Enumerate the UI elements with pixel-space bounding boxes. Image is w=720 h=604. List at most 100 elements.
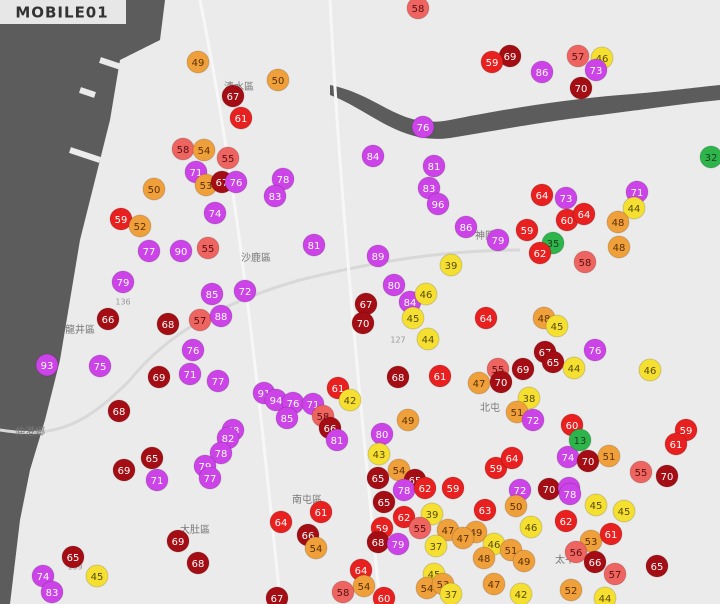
marker-value: 69 xyxy=(153,373,166,384)
place-label: 北屯 xyxy=(480,401,500,414)
marker: 86 xyxy=(530,60,554,84)
marker: 43 xyxy=(367,442,391,466)
marker: 64 xyxy=(500,446,524,470)
marker: 65 xyxy=(541,350,565,374)
marker-value: 74 xyxy=(37,572,50,583)
marker-value: 55 xyxy=(492,365,505,376)
marker: 44 xyxy=(562,356,586,380)
marker-value: 77 xyxy=(143,247,156,258)
marker: 54 xyxy=(192,138,216,162)
marker-value: 61 xyxy=(605,530,618,541)
marker-value: 69 xyxy=(118,466,131,477)
marker: 58 xyxy=(406,0,430,20)
marker-dot xyxy=(515,218,539,242)
marker: 64 xyxy=(572,202,596,226)
marker-value: 85 xyxy=(206,290,219,301)
marker-dot xyxy=(645,554,669,578)
place-label: 龍井區 xyxy=(65,323,95,336)
marker-dot xyxy=(351,311,375,335)
marker-dot xyxy=(263,184,287,208)
marker: 46 xyxy=(414,282,438,306)
marker: 70 xyxy=(537,477,561,501)
marker-value: 44 xyxy=(628,204,641,215)
marker-dot xyxy=(169,239,193,263)
marker: 37 xyxy=(424,534,448,558)
marker: 61 xyxy=(309,500,333,524)
marker: 50 xyxy=(266,68,290,92)
marker-value: 74 xyxy=(562,453,575,464)
marker-value: 45 xyxy=(590,501,603,512)
marker-dot xyxy=(451,526,475,550)
marker-value: 78 xyxy=(215,449,228,460)
marker: 70 xyxy=(569,76,593,100)
marker: 83 xyxy=(40,580,64,604)
marker-dot xyxy=(638,358,662,382)
marker-value: 70 xyxy=(357,319,370,330)
marker: 68 xyxy=(156,312,180,336)
marker-dot xyxy=(166,529,190,553)
marker: 75 xyxy=(88,354,112,378)
marker-value: 67 xyxy=(271,594,284,604)
marker-value: 68 xyxy=(372,538,385,549)
marker: 55 xyxy=(216,146,240,170)
marker: 69 xyxy=(112,458,136,482)
marker-dot xyxy=(386,365,410,389)
marker-dot xyxy=(583,550,607,574)
marker-dot xyxy=(576,449,600,473)
marker: 72 xyxy=(233,279,257,303)
marker-dot xyxy=(142,177,166,201)
marker: 63 xyxy=(473,498,497,522)
marker-value: 61 xyxy=(332,384,345,395)
marker-dot xyxy=(137,239,161,263)
marker-dot xyxy=(593,586,617,604)
marker-value: 48 xyxy=(612,218,625,229)
marker-dot xyxy=(500,446,524,470)
marker: 68 xyxy=(186,551,210,575)
marker-dot xyxy=(61,545,85,569)
marker-value: 56 xyxy=(570,548,583,559)
marker-value: 47 xyxy=(457,534,470,545)
marker: 32 xyxy=(699,145,720,169)
logo: MOBILE01 xyxy=(15,4,108,22)
marker: 70 xyxy=(351,311,375,335)
marker: 78 xyxy=(209,441,233,465)
marker-value: 45 xyxy=(407,314,420,325)
marker: 88 xyxy=(209,304,233,328)
marker-dot xyxy=(85,564,109,588)
marker-dot xyxy=(428,364,452,388)
marker: 76 xyxy=(583,338,607,362)
marker-value: 42 xyxy=(515,590,528,601)
marker: 65 xyxy=(645,554,669,578)
marker-value: 76 xyxy=(230,178,243,189)
marker-value: 46 xyxy=(420,290,433,301)
marker-value: 65 xyxy=(409,476,422,487)
marker-value: 32 xyxy=(705,153,718,164)
marker-dot xyxy=(486,228,510,252)
marker-dot xyxy=(426,192,450,216)
marker: 42 xyxy=(509,582,533,604)
marker-value: 78 xyxy=(564,490,577,501)
marker-dot xyxy=(366,244,390,268)
marker: 71 xyxy=(178,362,202,386)
marker-dot xyxy=(454,215,478,239)
marker-dot xyxy=(484,456,508,480)
harbor xyxy=(69,57,134,201)
marker-dot xyxy=(568,428,592,452)
marker: 70 xyxy=(489,370,513,394)
marker-dot xyxy=(441,476,465,500)
marker-value: 64 xyxy=(355,566,368,577)
marker-dot xyxy=(96,307,120,331)
marker-dot xyxy=(504,494,528,518)
marker: 48 xyxy=(606,210,630,234)
marker-dot xyxy=(467,371,491,395)
marker-dot xyxy=(366,466,390,490)
marker-value: 84 xyxy=(404,298,417,309)
marker-value: 62 xyxy=(560,517,573,528)
marker-dot xyxy=(181,338,205,362)
marker-value: 79 xyxy=(392,540,405,551)
marker: 85 xyxy=(275,406,299,430)
marker-value: 52 xyxy=(565,586,578,597)
marker: 72 xyxy=(521,408,545,432)
marker: 64 xyxy=(530,183,554,207)
marker-value: 62 xyxy=(534,249,547,260)
